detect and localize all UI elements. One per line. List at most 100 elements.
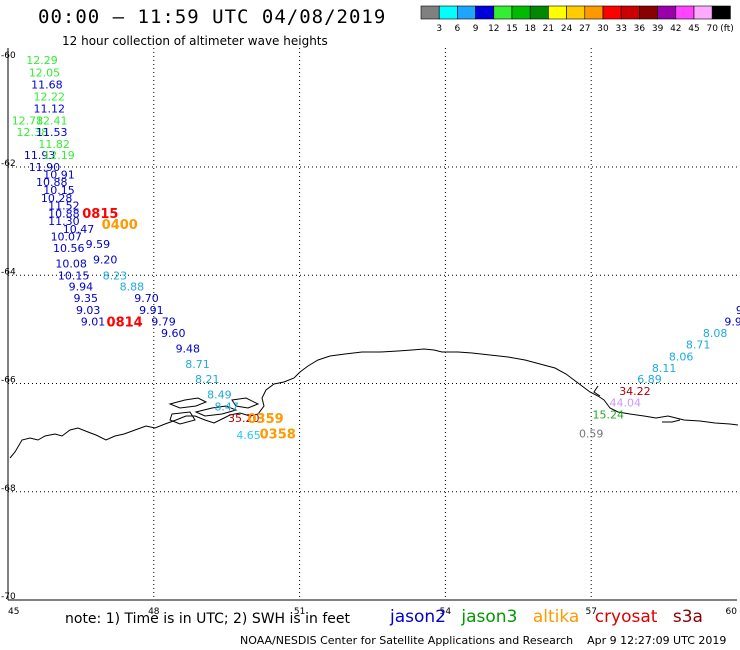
colorbar-label: 36 [634,24,646,34]
wave-height-label: 8.47 [214,400,239,413]
lat-tick-labels: -60 -62 -64 -66 -68 -70 [1,51,16,602]
wave-height-label: 11.53 [36,126,68,139]
colorbar-label: 45 [688,24,699,34]
lat-tick-label: -68 [1,484,16,494]
lat-tick-label: -64 [1,267,16,277]
pass-time-label: 0400 [102,218,138,233]
map-note: note: 1) Time is in UTC; 2) SWH is in fe… [65,611,351,627]
colorbar-label: 3 [436,24,442,34]
wave-height-label: 9.70 [134,292,159,305]
pass-time-label: 0359 [247,412,283,427]
wave-height-label: 9.35 [74,292,99,305]
graticule [8,48,737,600]
lat-tick-label: -60 [1,51,16,61]
wave-height-label: 11.12 [34,103,66,116]
colorbar-label: 33 [615,24,626,34]
map-title: 00:00 – 11:59 UTC 04/08/2019 [38,6,387,28]
wave-height-label: 9.79 [151,315,176,328]
lon-tick-label: 48 [148,607,160,617]
lon-tick-label: 57 [585,607,596,617]
wave-height-label: 8.71 [686,339,711,352]
wave-height-label: 10.08 [55,257,87,270]
wave-height-label: 10.88 [36,176,68,189]
colorbar-unit: (ft) [720,24,734,34]
satellite-label: s3a [672,607,703,627]
colorbar-label: 18 [524,24,536,34]
wave-height-label: 8.71 [185,358,210,371]
wave-height-label: 9.59 [86,238,111,251]
wave-height-label: 10.56 [53,242,85,255]
wave-height-label: 10.07 [51,230,83,243]
lat-tick-label: -70 [1,592,16,602]
wave-height-label: 8.21 [195,373,220,386]
lat-tick-label: -62 [1,159,16,169]
wave-height-label: 6.89 [637,373,662,386]
lon-tick-labels: 45 48 51 54 57 60 [8,607,737,617]
wave-height-labels: 12.2912.0511.6812.2211.1212.4112.7812.38… [12,54,740,442]
wave-height-label: 11.52 [48,199,80,212]
wave-height-label: 10.91 [43,169,75,182]
wave-height-label: 8.88 [120,281,145,294]
colorbar-label: 42 [670,24,681,34]
wave-height-label: 12.78 [12,115,44,128]
wave-height-label: 34.22 [619,385,651,398]
wave-height-label: 12.41 [36,115,68,128]
satellite-label: jason2 [390,607,446,627]
colorbar-label: 12 [488,24,499,34]
map-frame [7,48,737,601]
lon-tick-label: 60 [726,607,738,617]
colorbar-label: 21 [543,24,554,34]
coastline-mainland [9,348,739,459]
satellite-label: jason3 [461,607,518,627]
wave-height-label: 9.91 [139,304,164,317]
pass-time-label: 0814 [107,315,143,330]
satellite-label: cryosat [594,607,658,627]
wave-height-label: 11.30 [48,215,80,228]
wave-height-label: 9.94 [69,281,94,294]
colorbar-label: 70 [706,24,718,34]
wave-height-label: 15.24 [592,408,624,421]
wave-height-label: 10.15 [43,184,75,197]
colorbar-label: 27 [579,24,590,34]
wave-height-label: 44.04 [609,396,641,409]
pass-time-label: 0358 [260,427,296,442]
wave-height-label: 12.29 [26,54,58,67]
colorbar-label: 39 [652,24,664,34]
wave-height-label: 9 [736,304,740,317]
lon-tick-label: 54 [440,607,452,617]
lon-tick-label: 45 [8,607,19,617]
colorbar-label: 15 [506,24,517,34]
wave-height-label: 10.15 [58,269,90,282]
wave-height-label: 9.9 [724,315,740,328]
colorbar-swatch [711,5,731,20]
wave-height-label: 8.23 [103,269,128,282]
colorbar-label: 9 [473,24,479,34]
wave-height-label: 12.19 [43,149,75,162]
footer-center: NOAA/NESDIS Center for Satellite Applica… [240,634,574,647]
wave-height-label: 12.05 [29,66,61,79]
lon-tick-label: 51 [294,607,305,617]
map-subtitle: 12 hour collection of altimeter wave hei… [62,34,328,48]
satellite-legend: jason2 jason3 altika cryosat s3a [390,607,713,627]
wave-height-label: 8.11 [652,362,677,375]
wave-height-label: 9.01 [81,315,106,328]
wave-height-label: 0.59 [579,427,604,440]
wave-height-label: 10.88 [48,208,80,221]
wave-height-label: 8.06 [669,350,694,363]
colorbar-legend: 3 6 9 12 15 18 21 24 27 30 33 36 39 42 45 70 (ft) [420,5,734,34]
wave-height-label: 10.28 [41,192,73,205]
colorbar-label: 24 [561,24,573,34]
footer-timestamp: Apr 9 12:27:09 UTC 2019 [587,634,727,647]
wave-height-label: 11.93 [24,149,56,162]
wave-height-label: 9.03 [76,304,101,317]
wave-height-label: 12.22 [34,91,66,104]
satellite-label: altika [532,607,580,627]
wave-height-label: 9.48 [176,342,201,355]
wave-height-label: 35.20 [228,412,260,425]
coastline-east-detail [593,385,681,423]
wave-height-label: 8.08 [703,327,728,340]
wave-height-label: 9.20 [93,254,118,267]
wave-height-label: 11.90 [29,161,61,174]
